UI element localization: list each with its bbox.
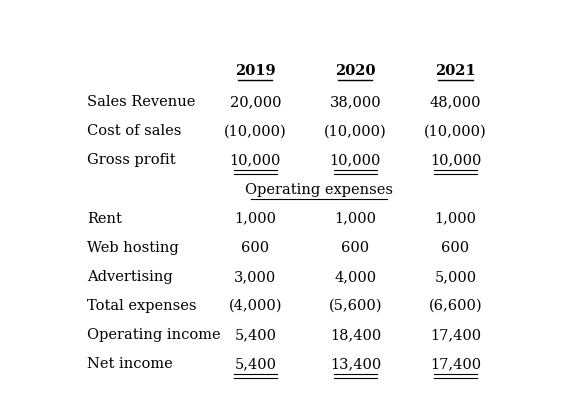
Text: 1,000: 1,000 <box>434 212 477 226</box>
Text: Operating income: Operating income <box>87 328 221 342</box>
Text: Cost of sales: Cost of sales <box>87 124 181 139</box>
Text: (10,000): (10,000) <box>424 124 487 139</box>
Text: 5,400: 5,400 <box>234 357 276 371</box>
Text: (10,000): (10,000) <box>324 124 387 139</box>
Text: 1,000: 1,000 <box>335 212 376 226</box>
Text: 17,400: 17,400 <box>430 357 481 371</box>
Text: 2021: 2021 <box>435 64 476 78</box>
Text: Net income: Net income <box>87 357 173 371</box>
Text: 5,000: 5,000 <box>434 270 477 284</box>
Text: Web hosting: Web hosting <box>87 241 179 255</box>
Text: 20,000: 20,000 <box>230 95 281 109</box>
Text: Rent: Rent <box>87 212 122 226</box>
Text: Operating expenses: Operating expenses <box>245 182 393 196</box>
Text: 10,000: 10,000 <box>430 153 481 167</box>
Text: 48,000: 48,000 <box>430 95 481 109</box>
Text: 600: 600 <box>241 241 269 255</box>
Text: 38,000: 38,000 <box>330 95 381 109</box>
Text: 10,000: 10,000 <box>330 153 381 167</box>
Text: (6,600): (6,600) <box>429 299 483 313</box>
Text: Sales Revenue: Sales Revenue <box>87 95 195 109</box>
Text: 2020: 2020 <box>335 64 376 78</box>
Text: 600: 600 <box>441 241 470 255</box>
Text: 4,000: 4,000 <box>335 270 376 284</box>
Text: 18,400: 18,400 <box>330 328 381 342</box>
Text: 5,400: 5,400 <box>234 328 276 342</box>
Text: (4,000): (4,000) <box>228 299 282 313</box>
Text: 13,400: 13,400 <box>330 357 381 371</box>
Text: Total expenses: Total expenses <box>87 299 197 313</box>
Text: (10,000): (10,000) <box>224 124 286 139</box>
Text: 10,000: 10,000 <box>230 153 281 167</box>
Text: 2019: 2019 <box>235 64 276 78</box>
Text: 3,000: 3,000 <box>234 270 276 284</box>
Text: (5,600): (5,600) <box>329 299 382 313</box>
Text: Gross profit: Gross profit <box>87 153 176 167</box>
Text: Advertising: Advertising <box>87 270 173 284</box>
Text: 600: 600 <box>342 241 369 255</box>
Text: 17,400: 17,400 <box>430 328 481 342</box>
Text: 1,000: 1,000 <box>234 212 276 226</box>
